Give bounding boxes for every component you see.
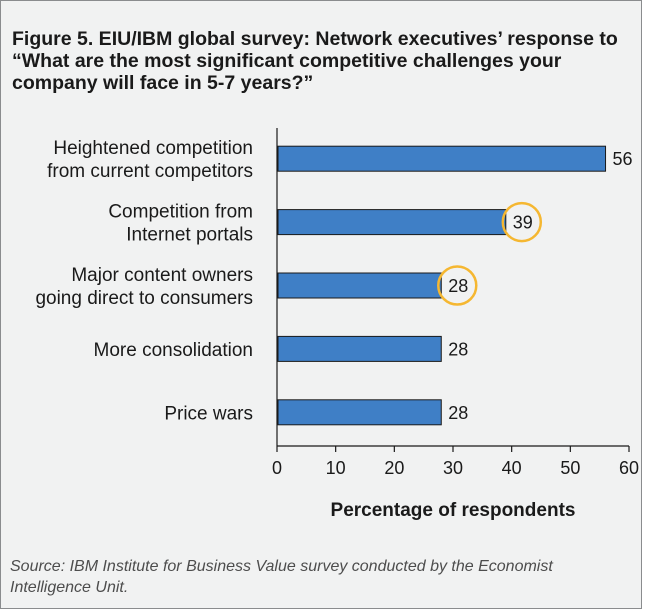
bar-0 [277, 145, 607, 172]
bar-2 [277, 272, 442, 299]
category-label-2-0: Major content owners [71, 265, 253, 286]
data-label-0: 56 [613, 149, 633, 169]
data-label-2: 28 [448, 276, 468, 296]
x-tick-label-6: 60 [619, 458, 639, 478]
highlight-circle-1 [501, 201, 543, 243]
bar-1 [277, 209, 507, 236]
chart-title: Figure 5. EIU/IBM global survey: Network… [12, 28, 618, 94]
data-label-3: 28 [448, 339, 468, 359]
x-tick-label-1: 10 [326, 458, 346, 478]
bar-4 [277, 399, 442, 426]
category-label-3-0: More consolidation [94, 340, 253, 361]
x-tick-label-5: 50 [560, 458, 580, 478]
x-tick-label-2: 20 [384, 458, 404, 478]
source-note: Source: IBM Institute for Business Value… [10, 558, 553, 596]
category-label-0-1: from current competitors [47, 161, 253, 182]
category-label-1-1: Internet portals [126, 225, 253, 246]
x-axis-label: Percentage of respondents [331, 500, 576, 521]
x-tick-label-3: 30 [443, 458, 463, 478]
data-label-1: 39 [513, 213, 533, 233]
category-label-4-0: Price wars [164, 403, 253, 424]
bar-3 [277, 335, 442, 362]
x-tick-label-0: 0 [272, 458, 282, 478]
category-label-2-1: going direct to consumers [35, 288, 253, 309]
x-tick-label-4: 40 [502, 458, 522, 478]
category-label-1-0: Competition from [108, 202, 253, 223]
category-label-0-0: Heightened competition [53, 138, 253, 159]
highlight-circle-2 [437, 265, 478, 306]
data-label-4: 28 [448, 403, 468, 423]
